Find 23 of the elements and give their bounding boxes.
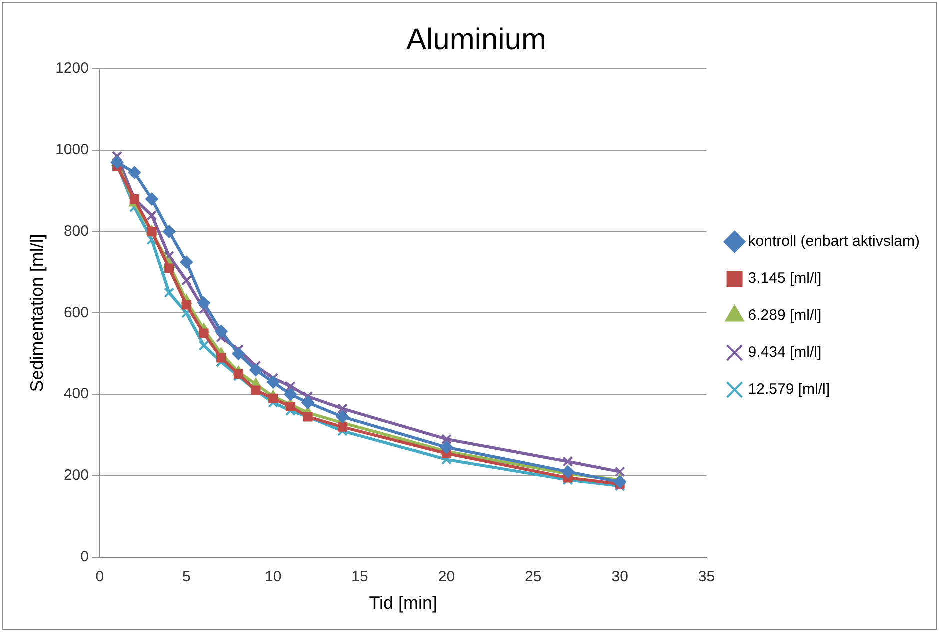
x-tick-label: 20 — [438, 568, 456, 586]
x-tick-label: 10 — [265, 568, 282, 586]
x-axis-title: Tid [min] — [369, 593, 438, 614]
x-tick-label: 25 — [525, 568, 542, 586]
x-tick-label: 0 — [96, 568, 104, 586]
y-tick-label: 0 — [80, 548, 89, 566]
legend-label: 6.289 [ml/l] — [748, 307, 822, 324]
x-tick-label: 5 — [182, 568, 191, 586]
legend-label: kontroll (enbart aktivslam) — [748, 233, 920, 250]
y-axis-title: Sedimentation [ml/l] — [26, 234, 47, 392]
legend-label: 9.434 [ml/l] — [748, 344, 822, 362]
y-tick-label: 1000 — [56, 142, 89, 159]
y-tick-label: 200 — [64, 467, 89, 484]
x-tick-label: 35 — [698, 568, 716, 586]
chart-title: Aluminium — [406, 23, 547, 56]
y-tick-label: 600 — [64, 304, 89, 322]
y-tick-label: 1200 — [56, 60, 89, 78]
y-tick-label: 800 — [64, 222, 89, 240]
y-tick-label: 400 — [64, 386, 89, 403]
x-tick-label: 30 — [612, 568, 628, 586]
x-tick-label: 15 — [352, 568, 368, 586]
legend-label: 12.579 [ml/l] — [748, 381, 830, 398]
legend-label: 3.145 [ml/l] — [748, 270, 822, 288]
